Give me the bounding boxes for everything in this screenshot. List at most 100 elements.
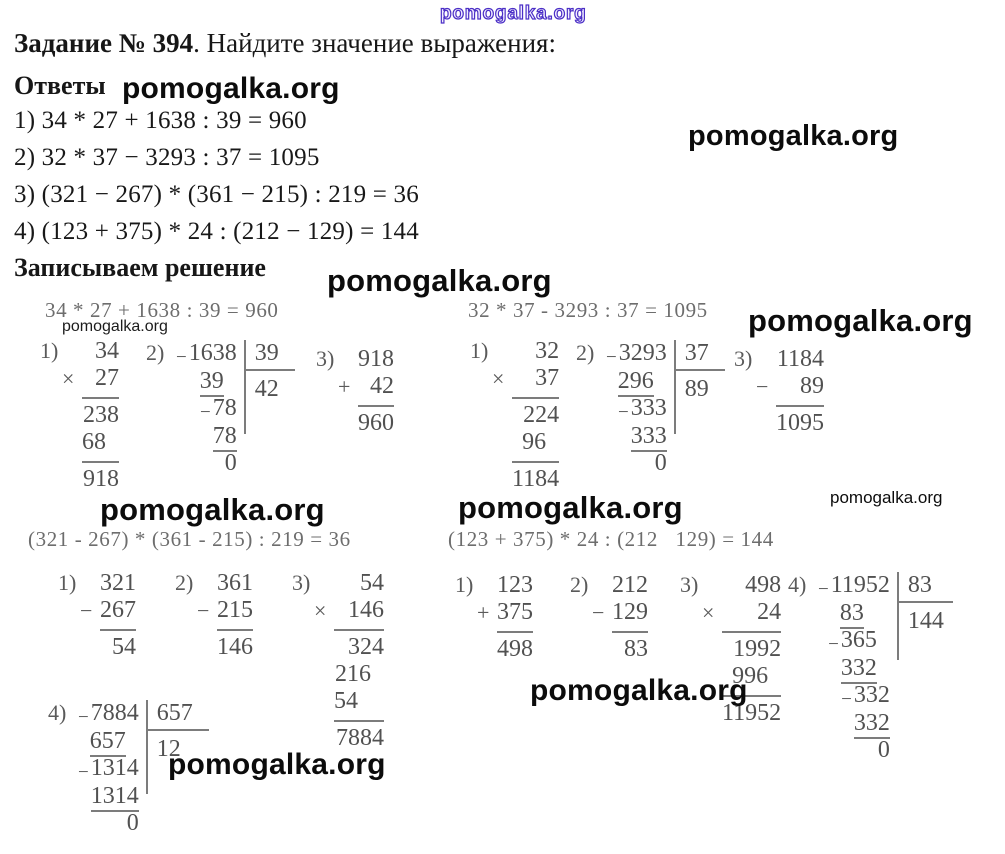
work-row: 83 (818, 600, 890, 629)
divisor: 37 (675, 340, 725, 371)
step-label: 1) (470, 338, 489, 363)
dividend: 1638 (188, 340, 237, 366)
partial-product: 68 (82, 429, 106, 455)
step-label: 1) (40, 338, 59, 363)
operand: 146 (348, 597, 384, 623)
partial-product: 238 (83, 402, 119, 428)
page-title: Задание № 394. Найдите значение выражени… (14, 28, 556, 59)
column-subtraction: − 361 215 146 (197, 570, 253, 661)
block4-step2: 2) − 212 129 83 (570, 572, 648, 663)
rule-line (512, 461, 560, 463)
rule-line (100, 629, 136, 631)
dividend-row: −7884 (78, 700, 139, 728)
dividend: 7884 (90, 700, 139, 726)
minus-sign: − (841, 689, 852, 710)
rule-line (358, 405, 394, 407)
block4-step4: 4) −11952 83 −365 332 −332 332 0 83 144 (788, 572, 953, 764)
operand: 32 (535, 338, 560, 364)
division-bracket: 37 89 (673, 340, 725, 434)
watermark-answers: pomogalka.org (122, 72, 340, 105)
partial-product: 216 (335, 661, 371, 687)
task-number: Задание № 394 (14, 28, 194, 58)
solution-block-2: 32 * 37 - 3293 : 37 = 1095 1) × 32 37 22… (462, 298, 882, 498)
operand: 27 (95, 365, 119, 391)
operand: 37 (535, 365, 560, 391)
column-addition: + 123 375 498 (477, 572, 533, 663)
partial-product: 996 (732, 663, 769, 689)
step-label: 2) (570, 572, 589, 597)
watermark-right-top: pomogalka.org (688, 120, 899, 152)
answer-line-2: 2) 32 * 37 − 3293 : 37 = 1095 (14, 144, 320, 171)
operand: 129 (612, 599, 648, 625)
work-row: −332 (818, 682, 890, 710)
remainder: 0 (877, 737, 890, 763)
operand: 123 (497, 572, 533, 598)
rule-line (217, 629, 253, 631)
operand: 34 (95, 338, 119, 364)
step-label: 1) (58, 570, 77, 595)
watermark-mid-center: pomogalka.org (458, 490, 683, 525)
work-row: 657 (78, 728, 139, 757)
result: 1184 (512, 466, 560, 492)
block3-step2: 2) − 361 215 146 (175, 570, 253, 661)
work-row: −1314 (78, 755, 139, 783)
watermark-block1-small: pomogalka.org (62, 318, 168, 335)
step-label: 4) (788, 572, 807, 597)
operand: 375 (497, 599, 533, 625)
multiply-sign: × (702, 600, 715, 625)
multiply-sign: × (492, 366, 505, 391)
answer-line-1: 1) 34 * 27 + 1638 : 39 = 960 (14, 107, 307, 134)
work-row: 78 (176, 423, 237, 452)
result: 960 (358, 410, 394, 436)
quotient: 144 (907, 608, 944, 634)
rule-line (334, 720, 384, 722)
work-row: −365 (818, 627, 890, 655)
column-multiplication: × 32 37 224 96 1184 (492, 338, 560, 493)
answer-line-3: 3) (321 − 267) * (361 − 215) : 219 = 36 (14, 181, 419, 208)
division-bracket: 83 144 (896, 572, 953, 660)
quotient: 42 (254, 376, 279, 402)
work-row: 332 (818, 710, 890, 739)
block3-step3: 3) × 54 146 324 216 54 7884 (292, 570, 384, 752)
result: 1095 (776, 410, 824, 436)
result: 83 (624, 636, 648, 662)
solution-block-1: 34 * 27 + 1638 : 39 = 960 pomogalka.org … (40, 298, 450, 498)
column-multiplication: × 498 24 1992 996 11952 (702, 572, 782, 727)
rule-line (776, 405, 824, 407)
block1-step3: 3) + 918 42 960 (316, 346, 394, 437)
watermark-block2: pomogalka.org (748, 303, 973, 338)
step-label: 2) (175, 570, 194, 595)
minus-sign: − (200, 402, 211, 423)
remainder: 0 (654, 450, 667, 476)
work-row: 296 (606, 368, 667, 397)
long-division: −11952 83 −365 332 −332 332 0 83 144 (818, 572, 953, 764)
minus-sign: − (78, 762, 89, 783)
block1-header: 34 * 27 + 1638 : 39 = 960 (45, 298, 279, 322)
operand: 215 (217, 597, 253, 623)
minus-sign: − (197, 598, 210, 623)
operand: 918 (358, 346, 394, 372)
work-row: 39 (176, 368, 237, 397)
work-row: 332 (818, 655, 890, 684)
division-bracket: 657 12 (145, 700, 209, 794)
answers-heading: Ответы (14, 71, 106, 100)
result: 54 (112, 634, 136, 660)
result: 918 (83, 466, 119, 492)
plus-sign: + (338, 374, 351, 399)
operand: 89 (800, 373, 824, 399)
watermark-solution-heading: pomogalka.org (327, 263, 552, 298)
block4-step3: 3) × 498 24 1992 996 11952 (680, 572, 782, 727)
step-label: 3) (316, 346, 335, 371)
operand: 321 (100, 570, 136, 596)
rule-line (334, 629, 384, 631)
remainder: 0 (224, 450, 237, 476)
work-row: −78 (176, 395, 237, 423)
column-subtraction: − 1184 89 1095 (756, 346, 824, 437)
quotient: 12 (156, 736, 181, 762)
rule-line (82, 397, 119, 399)
block2-step2: 2) −3293 296 −333 333 0 37 89 (576, 340, 725, 477)
minus-sign: − (176, 347, 187, 368)
solution-block-3: (321 - 267) * (361 - 215) : 219 = 36 1) … (28, 520, 448, 854)
answer-line-4: 4) (123 + 375) * 24 : (212 − 129) = 144 (14, 218, 419, 245)
